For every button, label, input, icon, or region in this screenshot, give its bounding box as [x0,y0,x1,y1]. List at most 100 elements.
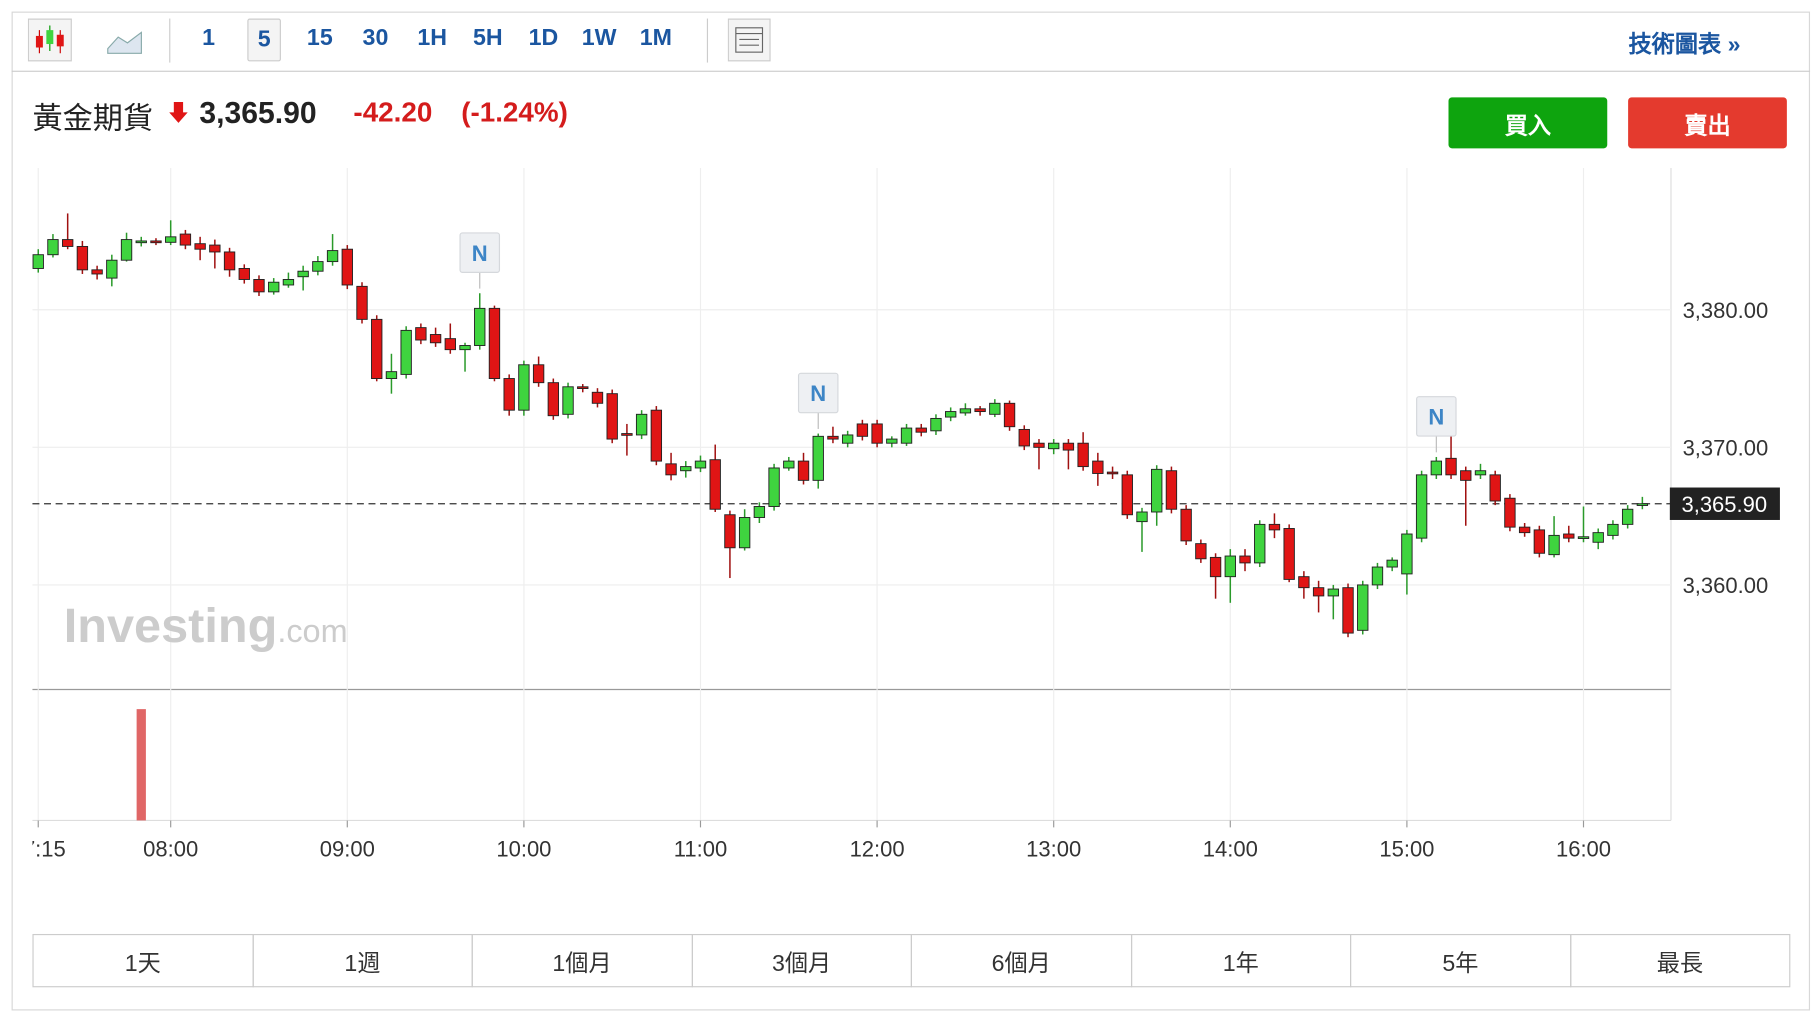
candle-body [1621,508,1634,525]
frame [11,11,1811,1011]
interval-button[interactable]: 15 [306,25,333,51]
line-icon[interactable] [104,23,146,58]
interval-button[interactable]: 1 [202,25,216,51]
range-button[interactable]: 1週 [252,933,473,988]
candle-body [827,435,839,440]
candle-body [444,338,456,351]
candle-body [150,240,162,244]
candle-body [194,243,206,250]
candle-body [768,467,780,507]
y-tick-label: 3,370.00 [1683,435,1769,460]
candle-body [1092,460,1104,474]
candle-body [1474,470,1487,476]
candle-body [1563,533,1575,539]
candle-body [1533,529,1546,554]
y-tick-label: 3,360.00 [1683,573,1769,598]
interval-button[interactable]: 1W [581,25,617,51]
watermark-brand: Investing [64,599,278,653]
candle-body [400,329,412,375]
candle-body [415,327,427,341]
candle-body [1165,470,1178,510]
candle-body [209,244,221,253]
candle-body [1106,471,1119,475]
interval-button[interactable]: 1D [528,25,559,51]
layout-icon[interactable] [727,18,772,63]
candle-body [1592,532,1604,543]
instrument-name: 黃金期貨 [32,100,153,136]
annotation-box [459,232,501,273]
candle-body [783,460,795,469]
candle-body [1209,556,1222,578]
candle-body [547,382,560,417]
x-tick-label: 08:00 [143,836,198,861]
range-button[interactable]: 最長 [1569,933,1791,988]
interval-button[interactable]: 1H [417,25,448,51]
candle-body [797,460,810,481]
candle-body [1195,543,1207,560]
candle-body [356,285,368,320]
change: -42.20 [353,97,433,129]
candle-body [1401,533,1413,575]
candle-body [680,466,692,472]
buy-button[interactable]: 買入 [1448,97,1608,149]
candle-body [650,409,663,462]
candle-body [268,281,280,293]
candle-body [856,423,869,437]
candle-body [886,438,898,444]
candle-body [930,417,942,432]
candle-body [900,427,913,444]
watermark: Investing.com [64,599,348,653]
candle-body [135,240,147,244]
candle-body [106,259,118,279]
candle-body [532,364,545,384]
candle-body [326,250,339,263]
candle-body [1048,442,1060,450]
candle-body [1548,534,1560,556]
candle-body [871,423,883,444]
x-tick-label: 12:00 [850,836,905,861]
x-tick-label: 10:00 [496,836,551,861]
candle-body [974,408,986,413]
candle-body [694,460,707,469]
candle-body [1636,503,1649,506]
candle-body [1003,402,1016,428]
range-button[interactable]: 1年 [1130,933,1352,988]
candle-body [253,279,265,293]
candle-body [812,435,824,481]
annotation-box [797,372,839,414]
separator [706,18,709,63]
price: 3,365.90 [199,95,317,130]
last-price-box [1669,487,1780,520]
candle-body [1577,536,1590,539]
candle-body [1460,470,1472,481]
range-button[interactable]: 6個月 [910,933,1132,988]
annotation-label: N [472,241,488,266]
candle-body [606,393,618,440]
volume-bar [136,709,146,821]
range-button[interactable]: 5年 [1350,933,1571,988]
interval-button[interactable]: 5 [247,18,282,62]
range-button[interactable]: 1個月 [471,933,693,988]
last-price-label: 3,365.90 [1681,492,1767,517]
candle-body [1018,428,1030,447]
down-arrow [169,101,188,123]
candle-body [459,345,471,351]
chart-link[interactable]: 技術圖表 » [1628,32,1741,58]
sell-button[interactable]: 賣出 [1628,97,1787,149]
range-button[interactable]: 3個月 [691,933,912,988]
candle-icon[interactable] [27,18,74,63]
interval-button[interactable]: 5H [473,25,503,51]
candle-body [1180,508,1192,542]
candle-body [635,413,648,436]
candle-body [665,463,677,476]
candle-body [1312,587,1325,597]
range-button[interactable]: 1天 [32,933,254,988]
interval-button[interactable]: 30 [362,25,389,51]
interval-button[interactable]: 1M [639,25,672,51]
candle-body [1151,468,1163,513]
candle-body [120,239,133,261]
x-tick-label: 07:15 [11,836,66,861]
candle-body [945,411,957,418]
candle-body [1415,474,1428,539]
x-tick-label: 09:00 [320,836,375,861]
